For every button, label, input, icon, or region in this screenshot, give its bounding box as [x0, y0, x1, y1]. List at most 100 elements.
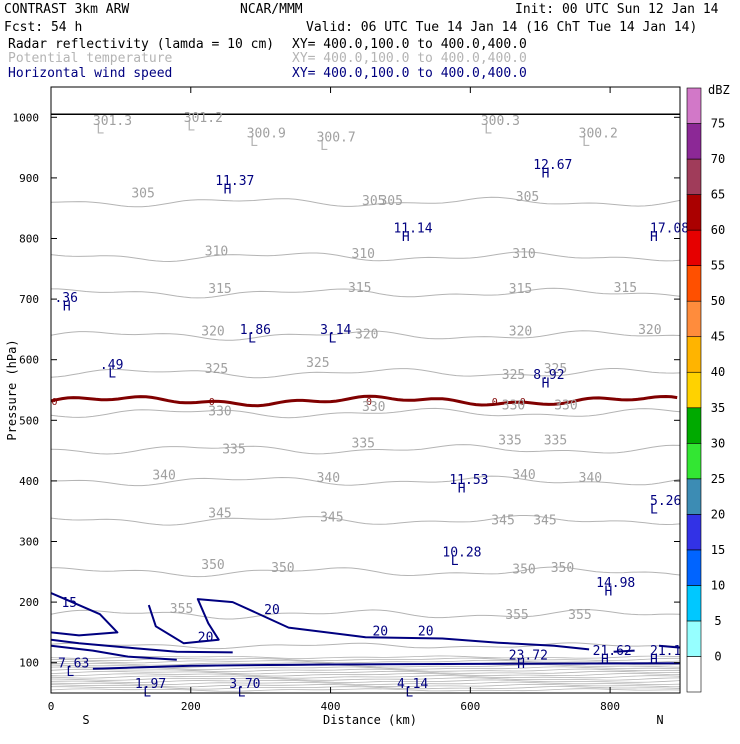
y-tick-label-900: 900	[19, 172, 39, 185]
theta-upper-line-13	[51, 659, 680, 664]
colorbar-swatch-11	[686, 265, 702, 302]
theta-label-325-2: 325	[502, 368, 525, 383]
colorbar-level-30: 30	[711, 436, 725, 450]
colorbar-swatch-3	[686, 549, 702, 586]
wind-extremum-value-5: 21.62	[593, 644, 632, 659]
colorbar-swatch-0	[686, 656, 702, 693]
theta-label-345-1: 345	[320, 511, 343, 526]
theta-label-335-3: 335	[544, 434, 567, 449]
center-title: NCAR/MMM	[240, 2, 303, 17]
wind-extremum-value-13: 1.86	[240, 323, 271, 338]
theta-isotherm-335	[51, 444, 680, 455]
colorbar-level-20: 20	[711, 507, 725, 521]
wind-extremum-value-10: 11.53	[449, 473, 488, 488]
theta-label-315-2: 315	[509, 282, 532, 297]
theta-label-320-3: 320	[638, 323, 661, 338]
field-reflectivity-xy: XY= 400.0,100.0 to 400.0,400.0	[292, 37, 527, 52]
y-tick-label-500: 500	[19, 414, 39, 427]
theta-upper-line-0	[51, 688, 680, 692]
colorbar-swatch-14	[686, 158, 702, 195]
theta-label-330-1: 330	[362, 400, 385, 415]
wind-extremum-type-15: H	[63, 300, 71, 315]
field-wind-xy: XY= 400.0,100.0 to 400.0,400.0	[292, 66, 527, 81]
colorbar-level-15: 15	[711, 543, 725, 557]
wind-extremum-value-11: 8.92	[533, 368, 564, 383]
forecast-hour: Fcst: 54 h	[4, 20, 82, 35]
theta-upper-line-7	[51, 672, 680, 677]
theta-isotherm-350	[51, 566, 680, 578]
wind-extremum-value-17: 17.08	[650, 221, 689, 236]
colorbar-swatch-2	[686, 585, 702, 622]
zero-isotherm-line	[51, 394, 678, 408]
y-tick-label-700: 700	[19, 293, 39, 306]
zero-isotherm-label-3: 0	[492, 397, 498, 408]
wind-contour-label-20-0: 20	[198, 630, 214, 645]
theta-label-305-1: 305	[362, 194, 385, 209]
field-wind-name: Horizontal wind speed	[8, 66, 172, 81]
colorbar-level-0: 0	[714, 649, 721, 663]
colorbar-swatch-7	[686, 407, 702, 444]
theta-label-310-1: 310	[352, 247, 375, 262]
theta-isotherm-310	[51, 251, 680, 263]
y-tick-label-400: 400	[19, 475, 39, 488]
theta-isotherm-325	[51, 368, 680, 379]
theta-isotherm-315	[51, 287, 680, 299]
theta-label-335-1: 335	[352, 437, 375, 452]
theta-label-345-3: 345	[533, 514, 556, 529]
x-tick-label-800: 800	[600, 700, 620, 713]
theta-upper-line-360	[51, 642, 680, 650]
x-tick-label-200: 200	[181, 700, 201, 713]
theta-isotherm-355	[51, 608, 680, 620]
colorbar-level-75: 75	[711, 117, 725, 131]
theta-label-340-1: 340	[317, 471, 340, 486]
theta-label-320-1: 320	[355, 327, 378, 342]
wind-extremum-type-17: H	[650, 230, 658, 245]
wind-extremum-value-1: 3.70	[229, 677, 260, 692]
colorbar-level-10: 10	[711, 578, 725, 592]
wind-extremum-type-18: H	[224, 183, 232, 198]
theta-label-355-2: 355	[568, 608, 591, 623]
x-tick-label-400: 400	[321, 700, 341, 713]
colorbar-level-60: 60	[711, 223, 725, 237]
y-axis-label: Pressure (hPa)	[5, 339, 19, 440]
wind-extremum-value-18: 11.37	[215, 174, 254, 189]
wind-extremum-type-8: L	[451, 554, 459, 569]
x-end-label-north: N	[656, 713, 663, 727]
wind-extremum-value-4: 23.72	[509, 649, 548, 664]
wind-contour-path-5	[613, 649, 635, 653]
theta-label-315-0: 315	[208, 282, 231, 297]
colorbar-swatch-8	[686, 371, 702, 409]
x-tick-label-0: 0	[48, 700, 55, 713]
wind-extremum-value-0: 1.97	[135, 677, 166, 692]
wind-contour-path-2	[51, 644, 177, 661]
theta-label-350-2: 350	[512, 563, 535, 578]
theta-label-340-0: 340	[152, 469, 175, 484]
wind-contours	[51, 592, 680, 670]
contour-labels: 355 355 355 350 350 350 350 345 345 345 345 340 340 3…	[54, 111, 689, 700]
wind-extremum-value-6: 21.1	[650, 644, 681, 659]
theta-upper-line-2	[51, 683, 680, 688]
theta-extremum-value-2: 300.9	[247, 126, 286, 141]
theta-label-350-0: 350	[201, 558, 224, 573]
wind-contour-label-20-1: 20	[264, 603, 280, 618]
colorbar-level-35: 35	[711, 401, 725, 415]
wind-contour-label-20-3: 20	[418, 624, 434, 639]
theta-extremum-type-1: L	[187, 120, 195, 135]
theta-label-325-1: 325	[306, 356, 329, 371]
colorbar-level-5: 5	[714, 614, 721, 628]
theta-label-315-3: 315	[614, 281, 637, 296]
wind-extremum-value-8: 10.28	[442, 546, 481, 561]
wind-extremum-type-13: L	[248, 332, 256, 347]
wind-extremum-value-15: .36	[54, 291, 77, 306]
y-tick-label-200: 200	[19, 596, 39, 609]
wind-contour-path-4	[51, 592, 119, 637]
wind-contour-path-6	[658, 644, 680, 649]
theta-label-330-3: 330	[554, 398, 577, 413]
wind-extremum-value-9: 5.26	[650, 494, 681, 509]
y-tick-label-300: 300	[19, 536, 39, 549]
theta-upper-line-8	[51, 670, 680, 675]
theta-label-320-0: 320	[201, 324, 224, 339]
x-axis-label: Distance (km)	[323, 713, 417, 727]
